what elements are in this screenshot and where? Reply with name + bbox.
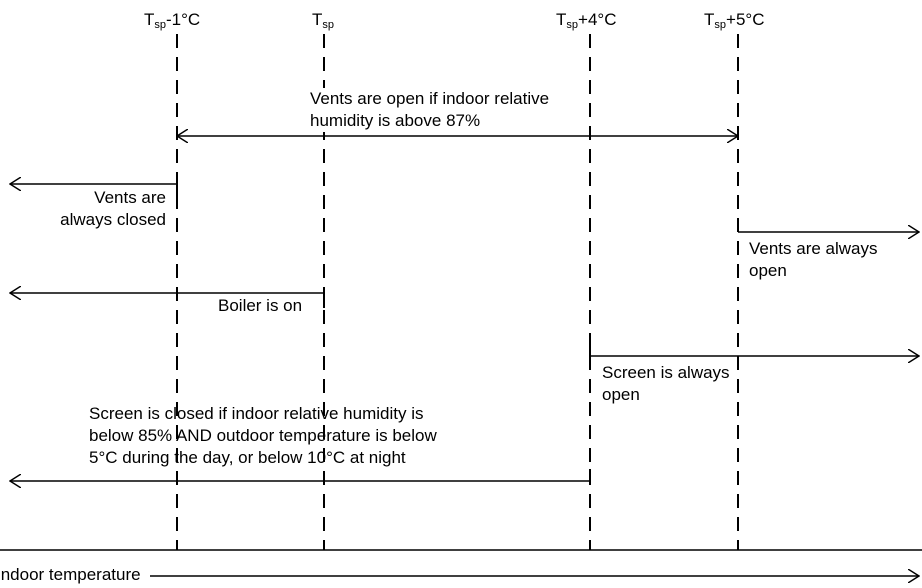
axis-label: Indoor temperature <box>0 564 144 586</box>
screen-closed-line2: below 85% AND outdoor temperature is bel… <box>89 426 437 445</box>
vents-closed-line1: Vents are <box>94 188 166 207</box>
boiler-label: Boiler is on <box>218 295 302 317</box>
boiler-text: Boiler is on <box>218 296 303 315</box>
screen-closed-label: Screen is closed if indoor relative humi… <box>89 403 437 469</box>
vents-closed-line2: always closed <box>60 210 166 229</box>
screen-closed-line1: Screen is closed if indoor relative humi… <box>89 404 424 423</box>
screen-open-line2: open <box>602 385 640 404</box>
threshold-suffix: +5°C <box>726 10 765 29</box>
threshold-label-sp-minus-1: Tsp-1°C <box>144 10 201 31</box>
threshold-suffix: +4°C <box>578 10 617 29</box>
vents-humidity-line2: humidity is above 87% <box>310 111 481 130</box>
screen-closed-line3: 5°C during the day, or below 10°C at nig… <box>89 448 406 467</box>
threshold-sub: sp <box>566 19 579 31</box>
axis-label-text: Indoor temperature <box>0 565 141 584</box>
threshold-base: T <box>144 10 155 29</box>
threshold-suffix: -1°C <box>166 10 201 29</box>
threshold-base: T <box>556 10 567 29</box>
threshold-base: T <box>704 10 715 29</box>
threshold-sub: sp <box>322 19 335 31</box>
threshold-label-sp: Tsp <box>312 10 335 31</box>
vents-open-line2: open <box>749 261 787 280</box>
vents-humidity-label: Vents are open if indoor relative humidi… <box>310 88 554 132</box>
vents-closed-label: Vents are always closed <box>60 187 166 231</box>
vents-open-label: Vents are always open <box>749 238 878 282</box>
screen-open-line1: Screen is always <box>602 363 730 382</box>
vents-open-line1: Vents are always <box>749 239 878 258</box>
threshold-base: T <box>312 10 323 29</box>
threshold-sub: sp <box>714 19 727 31</box>
vents-humidity-line1: Vents are open if indoor relative <box>310 89 550 108</box>
threshold-label-sp-plus-4: Tsp+4°C <box>556 10 617 31</box>
screen-open-label: Screen is always open <box>602 362 730 406</box>
threshold-label-sp-plus-5: Tsp+5°C <box>704 10 765 31</box>
threshold-sub: sp <box>154 19 167 31</box>
